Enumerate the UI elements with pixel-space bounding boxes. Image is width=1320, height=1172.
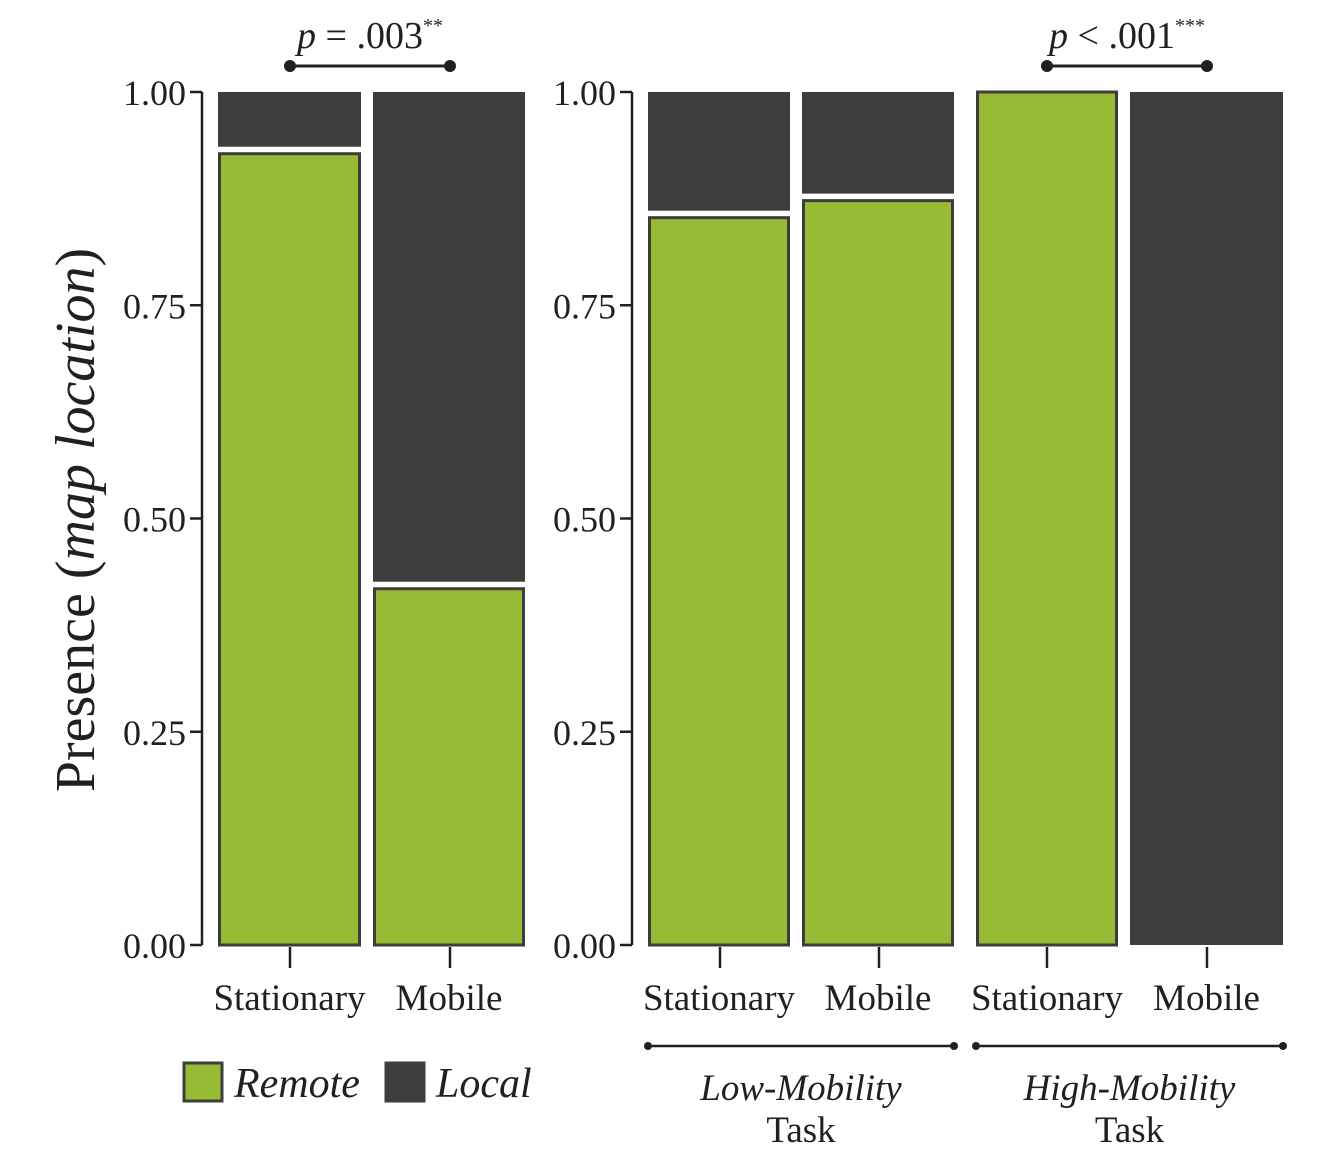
y-tick-label: 0.50 (553, 500, 616, 540)
group-bracket-dot (1279, 1042, 1287, 1050)
group-label-line2: Task (766, 1110, 836, 1151)
p-value: = .003 (316, 15, 423, 57)
legend-swatch-remote (182, 1061, 224, 1103)
y-axis-title: Presence (map location) (45, 248, 107, 792)
y-tick-label: 0.25 (123, 713, 186, 753)
p-value: < .001 (1068, 15, 1175, 57)
x-tick-label: Stationary (643, 978, 796, 1019)
bracket-end-dot (284, 60, 296, 72)
group-bracket-dot (950, 1042, 958, 1050)
bar-local-1 (648, 92, 790, 211)
bar-local-1 (218, 92, 361, 147)
bar-remote-3 (976, 90, 1118, 947)
y-tick-label: 0.00 (553, 926, 616, 966)
p-symbol: p (294, 15, 316, 57)
p-value-label: p = .003** (294, 15, 443, 57)
y-axis-label-close: ) (45, 248, 107, 267)
bar-local-4 (1130, 92, 1283, 945)
y-tick-label: 0.75 (553, 286, 616, 326)
bar-local-2 (373, 92, 525, 582)
group-bracket-dot (972, 1042, 980, 1050)
x-tick-label: Stationary (971, 978, 1124, 1019)
y-tick-label: 0.00 (123, 926, 186, 966)
y-tick-label: 1.00 (123, 73, 186, 113)
group-label-line1: High-Mobility (1023, 1068, 1236, 1109)
bar-local-2 (802, 92, 954, 194)
y-axis-label-main: Presence ( (45, 560, 107, 792)
group-label-line1: Low-Mobility (699, 1068, 902, 1109)
panel-left: 0.00 0.25 0.50 0.75 1.00 Stationary Mobile p = … (123, 15, 525, 1019)
panel-right: 0.00 0.25 0.50 0.75 1.00 Stationary Mobile Stat… (553, 15, 1287, 1151)
y-tick-label: 0.25 (553, 713, 616, 753)
group-bracket-dot (644, 1042, 652, 1050)
bar-remote-2 (802, 199, 954, 947)
x-tick-label: Stationary (213, 978, 366, 1019)
bracket-end-dot (1201, 60, 1213, 72)
bracket-end-dot (1041, 60, 1053, 72)
p-stars: *** (1175, 15, 1205, 37)
p-stars: ** (423, 15, 443, 37)
bracket-end-dot (444, 60, 456, 72)
bar-remote-1 (648, 216, 790, 947)
legend-swatch-local (384, 1061, 426, 1103)
x-tick-label: Mobile (396, 978, 503, 1019)
p-symbol: p (1046, 15, 1068, 57)
y-axis-label-italic: map location (45, 267, 107, 561)
x-tick-label: Mobile (825, 978, 932, 1019)
y-tick-label: 0.50 (123, 500, 186, 540)
y-tick-label: 1.00 (553, 73, 616, 113)
bar-remote-2 (373, 587, 525, 947)
p-value-label: p < .001*** (1046, 15, 1205, 57)
legend-label-local: Local (435, 1061, 532, 1107)
legend-label-remote: Remote (233, 1061, 360, 1107)
legend: Remote Local (182, 1061, 532, 1107)
bar-remote-1 (218, 152, 361, 947)
y-axis-label: Presence (map location) (45, 248, 107, 792)
x-tick-label: Mobile (1153, 978, 1260, 1019)
group-label-line2: Task (1095, 1110, 1165, 1151)
y-tick-label: 0.75 (123, 286, 186, 326)
